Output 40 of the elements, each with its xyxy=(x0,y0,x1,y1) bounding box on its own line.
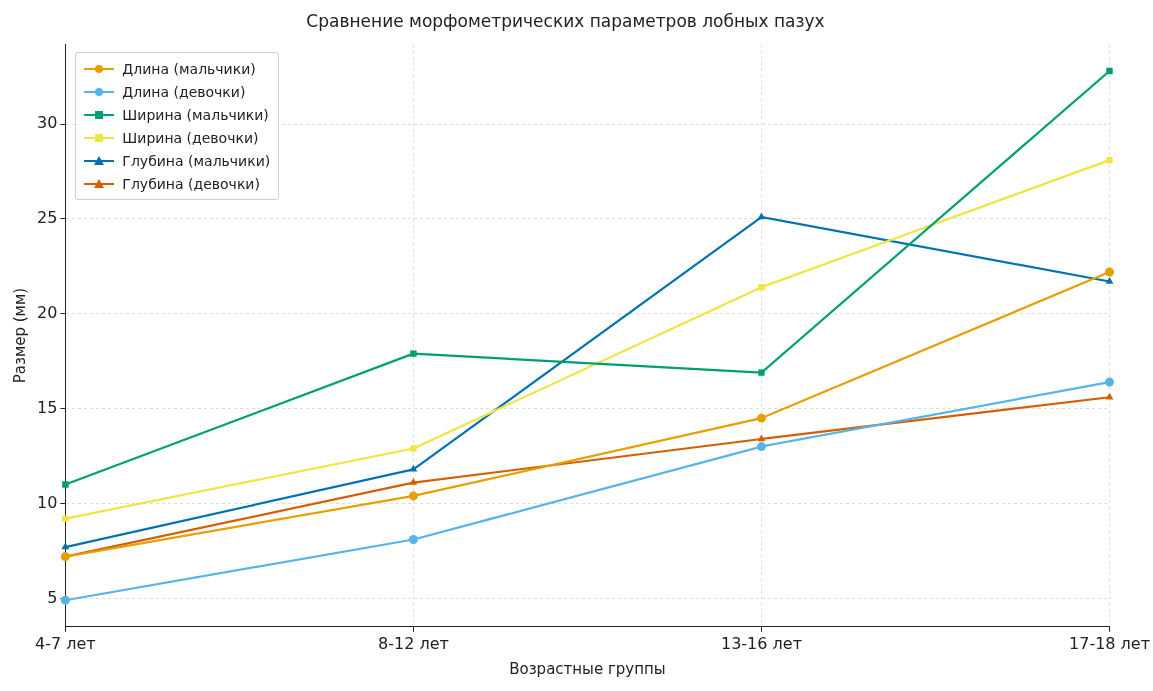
point xyxy=(1106,156,1113,164)
chart-title: Сравнение морфометрических параметров лобных пазух xyxy=(306,10,825,31)
point xyxy=(757,434,766,442)
point xyxy=(1105,267,1115,277)
point xyxy=(1106,67,1113,75)
y-tick-label: 25 xyxy=(37,208,58,228)
point xyxy=(1105,392,1114,400)
y-tick-label: 5 xyxy=(47,587,58,607)
point xyxy=(410,445,417,452)
point xyxy=(60,595,70,605)
y-tick-label: 30 xyxy=(37,113,58,133)
x-tick-label: 17-18 лет xyxy=(1069,633,1150,653)
point xyxy=(408,491,418,501)
point xyxy=(62,515,69,522)
point xyxy=(408,535,418,545)
legend-label: Глубина (мальчики) xyxy=(122,152,271,169)
point xyxy=(410,350,417,357)
point xyxy=(758,284,765,291)
point xyxy=(409,478,418,485)
x-tick-label: 4-7 лет xyxy=(35,633,96,653)
point xyxy=(1105,377,1115,387)
legend-label: Длина (девочки) xyxy=(122,83,246,100)
legend-label: Глубина (девочки) xyxy=(122,175,260,192)
x-axis-title: Возрастные группы xyxy=(509,659,666,678)
legend-label: Ширина (мальчики) xyxy=(122,106,269,123)
point xyxy=(758,369,765,376)
point xyxy=(756,442,766,452)
y-tick-label: 10 xyxy=(37,492,58,512)
legend-label: Длина (мальчики) xyxy=(122,60,256,77)
y-tick-label: 20 xyxy=(37,302,58,322)
y-tick-label: 15 xyxy=(37,397,58,417)
point xyxy=(757,212,766,220)
y-axis-title: Размер (мм) xyxy=(10,287,29,384)
x-tick-label: 13-16 лет xyxy=(720,633,802,653)
point xyxy=(62,481,69,488)
point xyxy=(756,413,766,423)
point xyxy=(409,464,418,472)
point xyxy=(1105,277,1114,284)
legend-label: Ширина (девочки) xyxy=(122,129,259,146)
x-tick-label: 8-12 лет xyxy=(378,633,449,653)
